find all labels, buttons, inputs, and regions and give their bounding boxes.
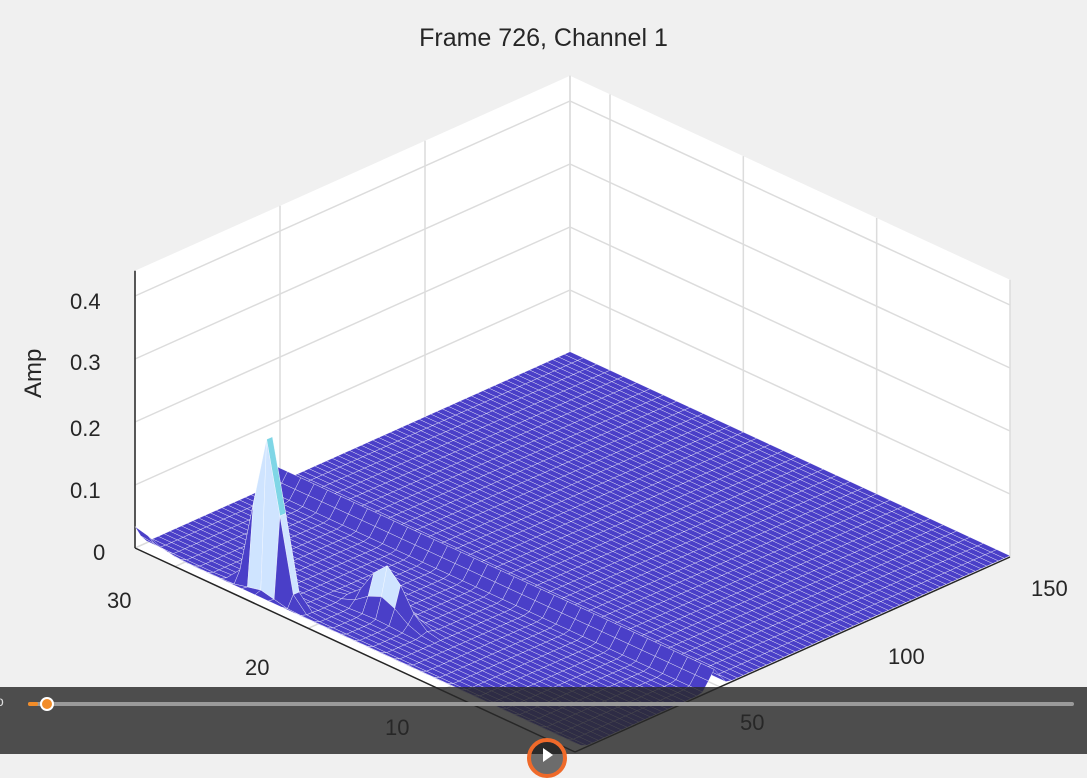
z-tick-label: 0.1 [70, 478, 101, 503]
z-axis-label: Amp [20, 348, 47, 398]
grid-line [134, 226, 571, 423]
play-button[interactable] [527, 738, 567, 778]
z-tick-label: 0.2 [70, 416, 101, 441]
time-label: o [0, 693, 4, 709]
seek-handle[interactable] [40, 697, 55, 711]
grid-line [569, 226, 1011, 432]
grid-line [569, 289, 1011, 495]
play-icon [543, 748, 553, 762]
y-tick-label: 30 [107, 588, 132, 613]
grid-line [134, 163, 571, 360]
z-tick-label: 0.3 [70, 350, 101, 375]
grid-line [569, 100, 1011, 306]
plot-title: Frame 726, Channel 1 [419, 24, 668, 52]
surface-plot [134, 75, 1011, 753]
back-wall-left [135, 75, 570, 549]
y-tick-label: 20 [245, 655, 270, 680]
seek-bar[interactable] [28, 702, 1074, 706]
seek-bar-progress [28, 702, 39, 706]
x-tick-label: 150 [1031, 576, 1068, 601]
grid-line [134, 289, 571, 486]
z-tick-label: 0 [93, 540, 106, 565]
surface-mesh [134, 351, 1011, 746]
back-wall-right [570, 75, 1010, 558]
video-player-bar: o [0, 687, 1087, 778]
grid-line [569, 163, 1011, 369]
z-tick-label: 0.4 [70, 289, 101, 314]
x-tick-label: 100 [888, 644, 925, 669]
grid-line [134, 100, 571, 297]
